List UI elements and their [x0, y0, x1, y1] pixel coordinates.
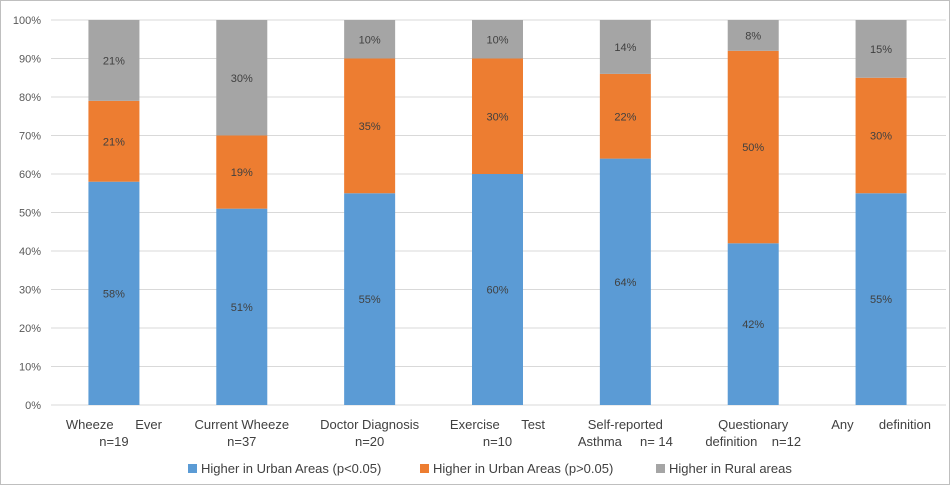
bar-segment: [344, 20, 396, 59]
bar-segment: [472, 58, 523, 174]
data-label: 10%: [486, 34, 508, 46]
category-label: n=10: [483, 434, 512, 449]
data-label: 21%: [103, 55, 125, 67]
data-label: 30%: [486, 111, 508, 123]
bar-segment: [727, 20, 779, 51]
y-tick-label: 100%: [13, 15, 41, 27]
data-label: 55%: [359, 294, 381, 306]
bar-segment: [216, 135, 268, 209]
y-tick-label: 70%: [19, 131, 41, 143]
data-label: 30%: [870, 131, 892, 143]
legend-label: Higher in Urban Areas (p>0.05): [433, 461, 613, 476]
category-label: definition n=12: [705, 434, 801, 449]
bar-segment: [599, 20, 651, 74]
category-label: Current Wheeze: [194, 417, 289, 432]
category-label: Asthma n= 14: [578, 434, 673, 449]
bar-segment: [855, 20, 907, 78]
data-label: 30%: [231, 73, 253, 85]
category-label: Any definition: [831, 417, 931, 432]
bar-segment: [88, 100, 140, 182]
category-label: n=19: [99, 434, 128, 449]
y-tick-label: 0%: [25, 400, 41, 412]
category-label: Self-reported: [588, 417, 663, 432]
bar-segment: [727, 243, 779, 405]
bar-segment: [344, 193, 396, 405]
bar-segment: [216, 20, 268, 136]
data-labels: 58% 21% 21% 51% 19% 30% 55% 35% 10% 60% 30% 10% 64% 2…: [103, 30, 892, 331]
data-label: 42%: [742, 319, 764, 331]
category-label: Doctor Diagnosis: [320, 417, 419, 432]
legend-swatch: [656, 464, 665, 473]
category-label: Exercise Test: [450, 417, 546, 432]
y-tick-label: 40%: [19, 246, 41, 258]
category-label: n=37: [227, 434, 256, 449]
data-label: 35%: [359, 121, 381, 133]
data-label: 51%: [231, 302, 253, 314]
legend: Higher in Urban Areas (p<0.05) Higher in …: [188, 461, 792, 476]
data-label: 64%: [614, 277, 636, 289]
data-label: 55%: [870, 294, 892, 306]
bar-segment: [88, 181, 140, 405]
y-tick-label: 10%: [19, 362, 41, 374]
bar-segment: [472, 174, 523, 405]
data-label: 58%: [103, 288, 125, 300]
y-tick-label: 80%: [19, 92, 41, 104]
y-tick-label: 20%: [19, 323, 41, 335]
y-axis-ticks: 0% 10% 20% 30% 40% 50% 60% 70% 80% 90% 100%: [13, 15, 41, 412]
bar-segment: [344, 58, 396, 194]
category-label: n=20: [355, 434, 384, 449]
data-label: 22%: [614, 111, 636, 123]
bar-segment: [599, 73, 651, 159]
data-label: 14%: [614, 42, 636, 54]
bar-segment: [727, 50, 779, 244]
y-tick-label: 60%: [19, 169, 41, 181]
legend-label: Higher in Rural areas: [669, 461, 792, 476]
data-label: 50%: [742, 142, 764, 154]
y-tick-label: 90%: [19, 54, 41, 66]
category-label: Wheeze Ever: [66, 417, 163, 432]
bar-segment: [855, 77, 907, 194]
data-label: 60%: [486, 285, 508, 297]
category-label: Questionary: [718, 417, 789, 432]
data-label: 8%: [745, 30, 761, 42]
legend-label: Higher in Urban Areas (p<0.05): [201, 461, 381, 476]
bar-segment: [216, 208, 268, 405]
legend-swatch: [188, 464, 197, 473]
bar-segment: [855, 193, 907, 405]
data-label: 19%: [231, 167, 253, 179]
bars: [88, 20, 907, 405]
y-tick-label: 50%: [19, 208, 41, 220]
data-label: 21%: [103, 136, 125, 148]
legend-swatch: [420, 464, 429, 473]
data-label: 15%: [870, 44, 892, 56]
data-label: 10%: [359, 34, 381, 46]
category-labels: Wheeze Ever n=19 Current Wheeze n=37 Doctor …: [66, 417, 931, 449]
y-tick-label: 30%: [19, 285, 41, 297]
bar-segment: [472, 20, 523, 59]
bar-segment: [88, 20, 140, 101]
bar-segment: [599, 158, 651, 405]
